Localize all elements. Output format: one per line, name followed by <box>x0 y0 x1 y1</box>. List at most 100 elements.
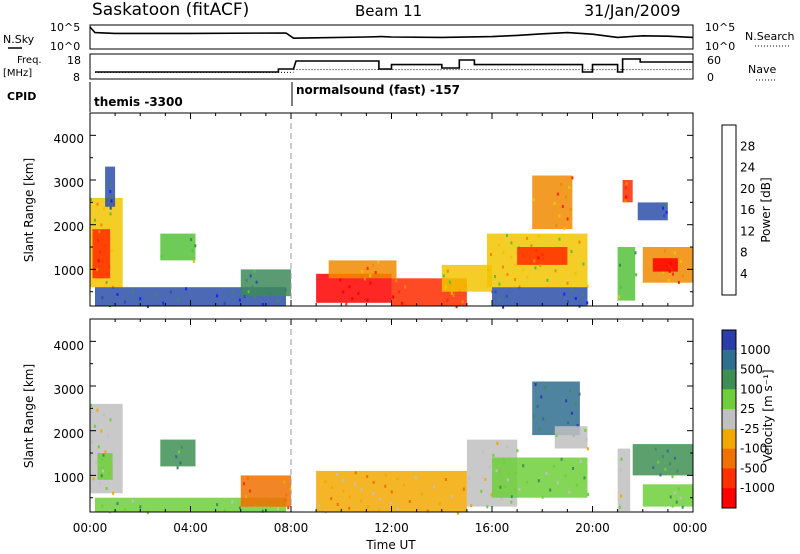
velocity-speckle <box>91 440 94 444</box>
velocity-speckle <box>231 500 234 504</box>
velocity-speckle <box>679 496 682 500</box>
velocity-speckle <box>97 445 100 449</box>
velocity-speckle <box>378 497 381 501</box>
power-speckle <box>514 263 517 267</box>
velocity-speckle <box>342 478 345 482</box>
power-speckle <box>99 250 101 254</box>
velocity-speckle <box>545 472 548 475</box>
velocity-speckle <box>536 405 539 409</box>
velocity-colorbar-label: Velocity [m s⁻¹] <box>761 369 775 462</box>
velocity-speckle <box>330 486 333 489</box>
velocity-speckle <box>666 449 669 453</box>
velocity-colorbar-tick: -25 <box>740 422 760 436</box>
date-label: 31/Jan/2009 <box>584 1 681 20</box>
power-colorbar-tick: 24 <box>740 161 755 175</box>
velocity-speckle <box>585 438 588 442</box>
power-speckle <box>574 297 577 300</box>
power-patch <box>105 166 116 207</box>
velocity-speckle <box>470 504 473 508</box>
velocity-speckle <box>330 497 333 501</box>
power-speckle <box>216 294 219 298</box>
power-speckle <box>635 273 638 277</box>
power-y-tick-1000: 1000 <box>53 264 84 278</box>
power-speckle <box>490 253 492 256</box>
velocity-speckle <box>676 469 679 473</box>
power-speckle <box>177 298 180 302</box>
power-speckle <box>401 301 404 305</box>
velocity-speckle <box>555 434 558 438</box>
power-speckle <box>679 259 682 263</box>
power-speckle <box>586 284 589 288</box>
velocity-speckle <box>671 475 674 479</box>
velocity-y-tick-1000: 1000 <box>53 471 84 485</box>
power-speckle <box>668 269 671 273</box>
velocity-colorbar-tick: 500 <box>740 363 763 377</box>
power-speckle <box>366 266 369 270</box>
velocity-speckle <box>482 450 485 454</box>
power-speckle <box>502 251 505 254</box>
power-speckle <box>461 300 464 304</box>
velocity-patch <box>95 497 286 512</box>
velocity-speckle <box>95 461 98 465</box>
velocity-patch <box>240 475 292 507</box>
velocity-speckle <box>289 487 292 491</box>
velocity-speckle <box>175 455 178 459</box>
velocity-speckle <box>241 500 243 504</box>
power-speckle <box>448 280 451 284</box>
velocity-speckle <box>101 469 104 473</box>
velocity-speckle <box>324 480 327 484</box>
power-speckle <box>348 285 351 289</box>
velocity-speckle <box>176 466 179 470</box>
velocity-speckle <box>490 493 493 497</box>
power-speckle <box>518 285 521 289</box>
noise-left-tick-top: 10^5 <box>50 21 80 34</box>
velocity-speckle <box>574 402 577 406</box>
x-tick-1200: 12:00 <box>374 521 409 535</box>
freq-left-tick-top: 18 <box>67 54 81 67</box>
nave-label: Nave <box>748 63 776 76</box>
velocity-patch <box>642 484 694 507</box>
velocity-speckle <box>480 489 483 493</box>
velocity-speckle <box>124 507 127 511</box>
power-speckle <box>339 278 342 282</box>
velocity-speckle <box>584 429 587 432</box>
velocity-speckle <box>249 489 251 493</box>
velocity-speckle <box>496 441 499 445</box>
power-speckle <box>534 266 537 270</box>
velocity-speckle <box>354 471 357 475</box>
velocity-speckle <box>657 460 660 464</box>
power-speckle <box>546 278 549 282</box>
velocity-speckle <box>526 480 528 484</box>
velocity-speckle <box>564 474 567 478</box>
power-patch <box>328 260 397 279</box>
velocity-speckle <box>285 493 288 497</box>
velocity-speckle <box>106 434 109 438</box>
velocity-speckle <box>105 487 108 490</box>
power-speckle <box>249 274 252 278</box>
velocity-speckle <box>131 499 134 503</box>
velocity-speckle <box>499 485 502 489</box>
velocity-speckle <box>384 484 387 488</box>
velocity-speckle <box>243 482 245 486</box>
velocity-speckle <box>553 464 555 468</box>
freq-right-tick-bottom: 0 <box>707 71 714 84</box>
power-speckle <box>169 290 172 294</box>
velocity-patch <box>90 403 123 494</box>
power-speckle <box>568 185 571 189</box>
power-speckle <box>667 264 670 268</box>
power-speckle <box>554 269 557 273</box>
power-speckle <box>502 305 505 309</box>
velocity-speckle <box>348 506 351 510</box>
x-tick-0000: 00:00 <box>73 521 108 535</box>
power-patch <box>532 175 573 230</box>
power-speckle <box>336 295 339 299</box>
power-speckle <box>257 291 260 295</box>
velocity-y-tick-2000: 2000 <box>53 427 84 441</box>
noise-series-line <box>89 26 694 40</box>
power-speckle <box>522 268 525 272</box>
x-tick-1600: 16:00 <box>475 521 510 535</box>
power-speckle <box>154 294 157 297</box>
power-speckle <box>116 292 119 296</box>
power-speckle <box>624 199 627 203</box>
